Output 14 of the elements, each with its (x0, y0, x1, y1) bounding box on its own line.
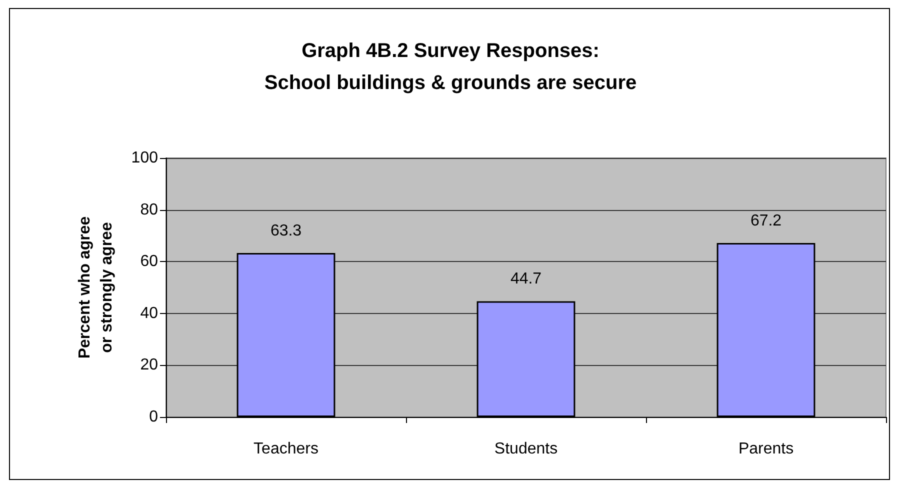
y-tick-label: 100 (131, 150, 158, 166)
x-tick-label: Teachers (254, 440, 318, 458)
data-label: 67.2 (750, 212, 782, 230)
y-tick-label: 0 (149, 408, 158, 426)
chart-title: Graph 4B.2 Survey Responses: School buildings & grounds are secure (264, 40, 637, 94)
data-label: 44.7 (510, 270, 542, 288)
x-tick-label: Students (494, 440, 558, 458)
y-axis-title: Percent who agree or strongly agree (76, 216, 116, 359)
y-tick-label: 80 (140, 201, 158, 218)
data-label: 63.3 (270, 222, 302, 240)
y-tick-label: 40 (140, 304, 158, 322)
y-tick-label: 20 (140, 356, 158, 374)
y-tick-label: 60 (140, 253, 158, 270)
x-tick-label: Parents (738, 440, 794, 458)
